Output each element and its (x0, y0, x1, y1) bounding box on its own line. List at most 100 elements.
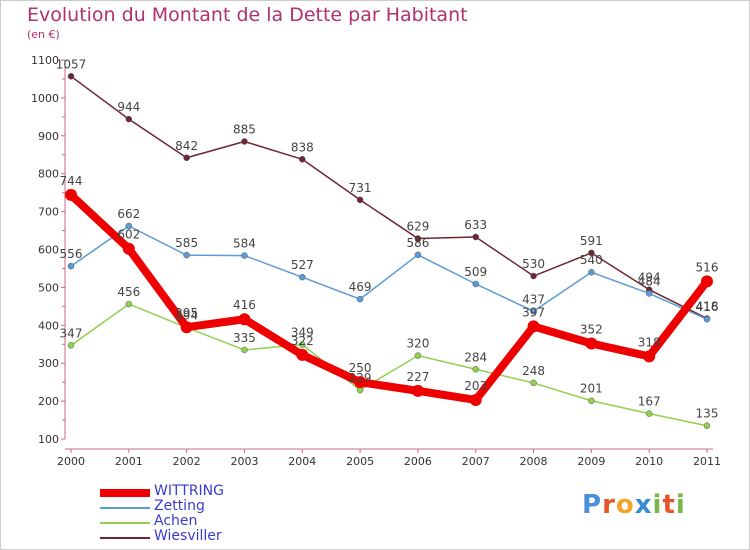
data-label: 320 (406, 337, 429, 351)
data-point (296, 348, 309, 361)
data-point (65, 188, 77, 201)
chart-subtitle: (en €) (27, 28, 60, 41)
data-label: 203 (464, 379, 487, 393)
y-tick-label: 400 (38, 319, 59, 332)
data-point (414, 235, 422, 242)
data-label: 250 (349, 361, 372, 375)
data-point (472, 366, 479, 373)
x-tick-label: 2004 (288, 455, 316, 468)
data-point (588, 397, 595, 404)
data-label: 509 (464, 265, 487, 279)
series-line-zetting (70, 225, 708, 320)
data-label: 662 (117, 207, 140, 221)
data-label: 944 (117, 100, 140, 114)
y-tick-label: 1000 (31, 92, 59, 105)
data-label: 322 (291, 334, 314, 348)
y-tick-label: 300 (38, 357, 59, 370)
legend-label: Achen (154, 513, 198, 529)
data-point (645, 290, 653, 297)
data-point (643, 350, 656, 363)
data-point (180, 321, 193, 334)
data-point (67, 342, 75, 349)
data-label: 229 (349, 371, 372, 385)
logo-letter: r (602, 490, 616, 520)
data-label: 284 (464, 350, 487, 364)
y-tick-label: 900 (38, 130, 59, 143)
data-label: 540 (580, 253, 603, 267)
data-point (701, 275, 713, 288)
y-tick-label: 500 (38, 281, 59, 294)
data-point (472, 233, 479, 241)
data-point (414, 352, 422, 359)
data-point (299, 341, 306, 348)
data-point (299, 156, 306, 163)
data-label: 744 (60, 174, 83, 188)
proxiti-logo: Proxiti (582, 490, 686, 520)
x-tick-label: 2000 (57, 455, 85, 468)
data-labels: 1057 944 842 885 838 731 629 633 530 591 494 418 556… (56, 57, 719, 420)
data-point (241, 138, 248, 145)
y-tick-label: 800 (38, 168, 59, 181)
data-point (122, 242, 135, 255)
series-line-wiesviller (70, 75, 708, 320)
data-point (645, 410, 653, 417)
logo-letter: t (662, 490, 676, 520)
legend-swatch (100, 537, 150, 539)
data-label: 437 (522, 292, 545, 306)
data-label: 469 (349, 280, 372, 294)
data-label: 585 (175, 236, 198, 250)
data-label: 335 (233, 331, 256, 345)
y-tick-label: 100 (38, 433, 59, 446)
x-tick-label: 2005 (346, 455, 374, 468)
data-label: 248 (522, 364, 545, 378)
data-label: 135 (696, 407, 719, 421)
data-point (67, 262, 75, 270)
data-label: 227 (406, 370, 429, 384)
data-point (125, 115, 133, 123)
series-line-wittring (67, 190, 711, 404)
y-tick-label: 200 (38, 395, 59, 408)
x-tick-label: 2008 (520, 455, 548, 468)
data-label: 167 (638, 395, 661, 409)
data-label: 633 (464, 218, 487, 232)
data-label: 347 (60, 326, 83, 340)
logo-letter: x (634, 490, 653, 520)
data-label: 318 (638, 335, 661, 349)
y-tick-label: 700 (38, 206, 59, 219)
data-point (411, 384, 424, 397)
data-point (469, 393, 482, 406)
data-point (530, 272, 537, 280)
x-tick-label: 2006 (404, 455, 432, 468)
data-point (183, 154, 190, 162)
data-point (703, 315, 711, 323)
legend-label: WITTRING (154, 483, 225, 499)
data-point (356, 196, 364, 204)
data-point (238, 313, 251, 326)
data-point (183, 251, 190, 259)
x-tick-label: 2001 (115, 455, 143, 468)
data-point (354, 376, 367, 389)
data-label: 885 (233, 122, 256, 136)
data-label: 349 (291, 326, 314, 340)
data-point (356, 295, 364, 303)
data-point (703, 422, 711, 429)
y-tick-label: 1100 (31, 54, 59, 67)
data-label: 394 (175, 309, 198, 323)
data-label: 527 (291, 258, 314, 272)
data-label: 629 (406, 220, 429, 234)
data-label: 602 (117, 228, 140, 242)
axes: 100 200 300 400 500 600 700 800 900 1000 1100 2000 2… (31, 54, 721, 468)
data-point (588, 268, 595, 276)
data-point (241, 252, 248, 259)
y-tick-label: 600 (38, 244, 59, 257)
data-label: 484 (638, 274, 661, 288)
data-label: 516 (696, 260, 719, 274)
x-tick-label: 2010 (635, 455, 663, 468)
chart-title: Evolution du Montant de la Dette par Hab… (27, 4, 468, 26)
data-label: 584 (233, 237, 256, 251)
data-label: 395 (175, 306, 198, 320)
data-label: 1057 (56, 57, 87, 71)
data-point (414, 251, 422, 259)
x-tick-label: 2007 (462, 455, 490, 468)
